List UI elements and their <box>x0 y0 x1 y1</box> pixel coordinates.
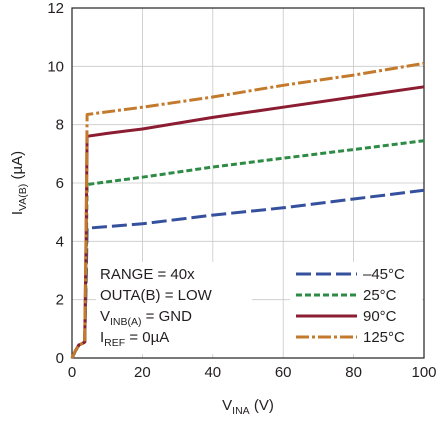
x-tick-label: 0 <box>68 364 76 381</box>
annotation-text: VINB(A) = GND <box>100 308 192 328</box>
legend-label: –45°C <box>363 266 405 283</box>
y-tick-label: 6 <box>56 175 64 192</box>
x-tick-label: 80 <box>345 364 362 381</box>
legend-box <box>290 262 422 354</box>
legend-label: 125°C <box>363 329 405 346</box>
annotation-box <box>96 262 252 354</box>
y-tick-label: 4 <box>56 233 64 250</box>
y-tick-label: 0 <box>56 350 64 367</box>
x-tick-label: 100 <box>411 364 436 381</box>
x-tick-label: 40 <box>204 364 221 381</box>
y-tick-label: 12 <box>47 0 64 17</box>
y-tick-label: 8 <box>56 117 64 134</box>
plot-frame <box>71 7 425 359</box>
series-line <box>70 61 425 359</box>
annotation-text: OUTA(B) = LOW <box>100 287 213 304</box>
x-tick-label: 20 <box>134 364 151 381</box>
legend-label: 90°C <box>363 308 397 325</box>
y-axis-label: IVA(B) (µA) <box>9 151 29 215</box>
y-tick-label: 2 <box>56 292 64 309</box>
annotation-text: IREF = 0µA <box>100 329 169 349</box>
legend-label: 25°C <box>363 287 397 304</box>
x-axis-label: VINA (V) <box>222 397 274 417</box>
y-tick-label: 10 <box>47 58 64 75</box>
annotation-text: RANGE = 40x <box>100 266 195 283</box>
x-tick-label: 60 <box>275 364 292 381</box>
